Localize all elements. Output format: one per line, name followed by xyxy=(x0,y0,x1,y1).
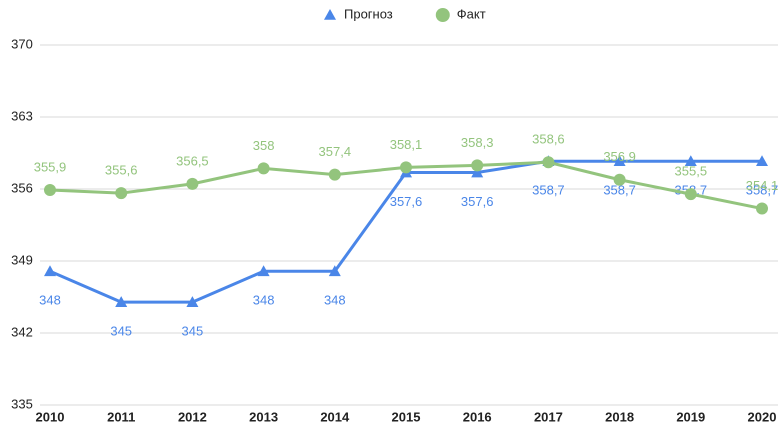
data-point xyxy=(684,155,697,167)
data-point xyxy=(186,296,199,307)
data-label: 355,5 xyxy=(675,164,708,179)
data-label: 358,7 xyxy=(532,183,565,198)
x-tick-label: 2013 xyxy=(249,409,278,424)
x-tick-label: 2015 xyxy=(392,409,421,424)
data-label: 358,1 xyxy=(390,137,423,152)
data-label: 345 xyxy=(182,324,204,339)
data-label: 356,5 xyxy=(176,153,209,168)
data-point xyxy=(257,265,270,277)
data-label: 348 xyxy=(253,293,275,308)
data-point xyxy=(756,202,768,215)
series-line xyxy=(49,159,762,304)
x-tick-label: 2012 xyxy=(178,409,207,424)
data-label: 345 xyxy=(110,324,132,339)
x-tick-label: 2020 xyxy=(748,409,777,424)
x-tick-label: 2016 xyxy=(463,409,492,424)
data-label: 355,6 xyxy=(105,163,138,178)
x-tick-label: 2019 xyxy=(676,409,705,424)
data-label: 355,9 xyxy=(34,159,67,174)
data-point xyxy=(542,156,555,169)
data-point xyxy=(186,177,199,190)
data-label: 357,4 xyxy=(319,144,352,159)
data-label: 354,1 xyxy=(746,178,778,193)
data-label: 358,7 xyxy=(746,183,778,198)
y-tick-label: 363 xyxy=(11,108,33,123)
data-point xyxy=(257,162,270,175)
data-point xyxy=(328,168,341,181)
data-label: 358,7 xyxy=(603,183,636,198)
data-point xyxy=(115,187,128,200)
data-label: 358,3 xyxy=(461,135,494,150)
data-point xyxy=(44,184,56,197)
x-tick-label: 2011 xyxy=(107,409,135,424)
legend-marker xyxy=(324,9,336,20)
data-label: 357,6 xyxy=(461,194,494,209)
legend-label: Прогноз xyxy=(344,6,393,21)
data-label: 357,6 xyxy=(390,194,423,209)
data-label: 358,6 xyxy=(532,132,565,147)
data-point xyxy=(115,296,128,307)
data-point xyxy=(471,159,484,172)
y-tick-label: 370 xyxy=(11,36,33,51)
x-tick-label: 2014 xyxy=(320,409,350,424)
data-point xyxy=(400,161,412,174)
y-tick-label: 335 xyxy=(11,396,33,411)
x-tick-label: 2017 xyxy=(534,409,563,424)
x-tick-label: 2018 xyxy=(605,409,634,424)
data-point xyxy=(613,155,626,167)
data-point xyxy=(44,265,56,277)
y-tick-label: 349 xyxy=(11,252,33,267)
data-point xyxy=(471,166,484,178)
y-tick-label: 356 xyxy=(11,180,33,195)
data-label: 348 xyxy=(324,293,346,308)
data-point xyxy=(328,265,341,277)
data-point xyxy=(756,155,768,167)
legend-marker xyxy=(435,8,450,22)
data-label: 358 xyxy=(253,138,275,153)
data-label: 348 xyxy=(39,293,61,308)
data-point xyxy=(613,173,626,186)
y-tick-label: 342 xyxy=(11,324,33,339)
data-label: 356,9 xyxy=(603,149,636,164)
legend-label: Факт xyxy=(457,6,486,21)
x-tick-label: 2010 xyxy=(36,409,65,424)
data-point xyxy=(684,188,697,201)
